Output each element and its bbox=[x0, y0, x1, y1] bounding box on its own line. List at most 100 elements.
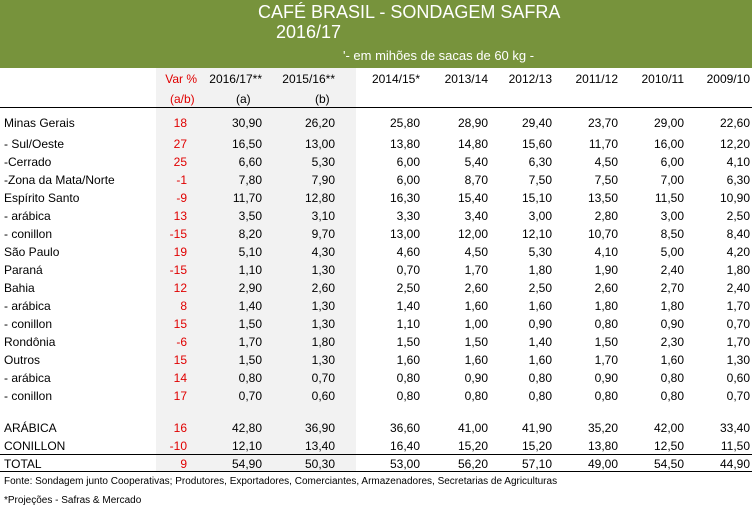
value-cell: 1,30 bbox=[311, 263, 335, 277]
table-row: ARÁBICA 16 42,80 36,90 36,60 41,00 41,90 35,20 4… bbox=[0, 419, 752, 437]
row-label: Espírito Santo bbox=[4, 191, 80, 205]
variation-cell: 12 bbox=[173, 281, 187, 295]
value-cell: 11,70 bbox=[232, 191, 262, 205]
value-cell: 5,30 bbox=[311, 155, 335, 169]
value-cell: 44,90 bbox=[719, 457, 750, 471]
value-cell: 1,80 bbox=[528, 263, 552, 277]
column-header: 2011/12 bbox=[575, 72, 619, 86]
column-header: 2012/13 bbox=[508, 72, 552, 86]
value-cell: 1,50 bbox=[238, 317, 262, 331]
table-row: Rondônia -6 1,70 1,80 1,50 1,50 1,40 1,50 2,30 1,… bbox=[0, 333, 752, 351]
value-cell: 8,70 bbox=[464, 173, 488, 187]
value-cell: 0,80 bbox=[594, 389, 618, 403]
value-cell: 42,00 bbox=[653, 421, 684, 435]
value-cell: 56,20 bbox=[457, 457, 488, 471]
value-cell: 15,40 bbox=[457, 191, 488, 205]
value-cell: 57,10 bbox=[521, 457, 552, 471]
value-cell: 2,80 bbox=[594, 209, 618, 223]
value-cell: 0,80 bbox=[660, 389, 684, 403]
total-top-rule bbox=[0, 454, 752, 455]
value-cell: 2,90 bbox=[238, 281, 262, 295]
value-cell: 2,60 bbox=[594, 281, 618, 295]
value-cell: 6,00 bbox=[396, 155, 420, 169]
value-cell: 1,50 bbox=[464, 335, 488, 349]
value-cell: 12,00 bbox=[457, 227, 488, 241]
variation-cell: -10 bbox=[169, 439, 187, 453]
value-cell: 0,70 bbox=[726, 317, 750, 331]
value-cell: 13,00 bbox=[389, 227, 420, 241]
value-cell: 16,40 bbox=[389, 439, 420, 453]
value-cell: 23,70 bbox=[587, 116, 618, 130]
value-cell: 12,10 bbox=[231, 439, 262, 453]
value-cell: 0,70 bbox=[396, 263, 420, 277]
table-row: - conillon 17 0,70 0,60 0,80 0,80 0,80 0,80 0,80… bbox=[0, 387, 752, 405]
value-cell: 3,00 bbox=[528, 209, 552, 223]
variation-cell: 13 bbox=[173, 209, 187, 223]
value-cell: 1,70 bbox=[238, 335, 262, 349]
value-cell: 35,20 bbox=[587, 421, 618, 435]
value-cell: 50,30 bbox=[304, 457, 335, 471]
value-cell: 1,60 bbox=[464, 353, 488, 367]
column-header: 2010/11 bbox=[641, 72, 685, 86]
value-cell: 7,80 bbox=[238, 173, 262, 187]
variation-cell: -6 bbox=[176, 335, 187, 349]
value-cell: 1,90 bbox=[594, 263, 618, 277]
value-cell: 12,20 bbox=[719, 137, 750, 151]
total-bottom-rule bbox=[0, 471, 752, 472]
value-cell: 0,80 bbox=[238, 371, 262, 385]
value-cell: 4,10 bbox=[726, 155, 750, 169]
value-cell: 1,30 bbox=[311, 353, 335, 367]
table-row: TOTAL 9 54,90 50,30 53,00 56,20 57,10 49,00 54,5… bbox=[0, 455, 752, 473]
variation-cell: -9 bbox=[176, 191, 187, 205]
value-cell: 1,40 bbox=[396, 299, 420, 313]
table-row: - Sul/Oeste 27 16,50 13,00 13,80 14,80 15,60 11… bbox=[0, 135, 752, 153]
value-cell: 12,50 bbox=[653, 439, 684, 453]
table-row: Espírito Santo -9 11,70 12,80 16,30 15,40 15,1… bbox=[0, 189, 752, 207]
value-cell: 13,50 bbox=[587, 191, 618, 205]
value-cell: 1,40 bbox=[238, 299, 262, 313]
value-cell: 10,90 bbox=[719, 191, 750, 205]
value-cell: 0,60 bbox=[311, 389, 335, 403]
table-row: Paraná -15 1,10 1,30 0,70 1,70 1,80 1,90 2,40 1,8… bbox=[0, 261, 752, 279]
value-cell: 7,00 bbox=[660, 173, 684, 187]
title-banner: CAFÉ BRASIL - SONDAGEM SAFRA 2016/17 '- … bbox=[0, 0, 752, 68]
value-cell: 4,60 bbox=[396, 245, 420, 259]
column-header: Var % bbox=[165, 72, 197, 86]
value-cell: 14,80 bbox=[457, 137, 488, 151]
value-cell: 0,70 bbox=[238, 389, 262, 403]
variation-cell: 15 bbox=[173, 317, 187, 331]
value-cell: 0,60 bbox=[726, 371, 750, 385]
value-cell: 3,40 bbox=[464, 209, 488, 223]
value-cell: 49,00 bbox=[587, 457, 618, 471]
subtitle: '- em mihões de sacas de 60 kg - bbox=[343, 48, 535, 63]
column-subheader: (b) bbox=[315, 92, 330, 106]
source-note: Fonte: Sondagem junto Cooperativas; Prod… bbox=[4, 476, 558, 487]
value-cell: 11,70 bbox=[588, 137, 618, 151]
table-row: -Cerrado 25 6,60 5,30 6,00 5,40 6,30 4,50 6,00 4,… bbox=[0, 153, 752, 171]
value-cell: 54,50 bbox=[653, 457, 684, 471]
table-row: - arábica 13 3,50 3,10 3,30 3,40 3,00 2,80 3,00 2… bbox=[0, 207, 752, 225]
value-cell: 1,80 bbox=[726, 263, 750, 277]
value-cell: 13,80 bbox=[389, 137, 420, 151]
value-cell: 0,80 bbox=[396, 371, 420, 385]
column-subheader: (a) bbox=[236, 92, 251, 106]
header-divider bbox=[0, 107, 752, 108]
value-cell: 2,30 bbox=[660, 335, 684, 349]
value-cell: 22,60 bbox=[719, 116, 750, 130]
value-cell: 13,80 bbox=[587, 439, 618, 453]
value-cell: 33,40 bbox=[719, 421, 750, 435]
title-line-2: 2016/17 bbox=[276, 22, 342, 42]
variation-cell: -15 bbox=[169, 263, 187, 277]
value-cell: 15,60 bbox=[521, 137, 552, 151]
variation-cell: -1 bbox=[176, 173, 187, 187]
value-cell: 0,90 bbox=[464, 371, 488, 385]
value-cell: 16,00 bbox=[653, 137, 684, 151]
variation-cell: 15 bbox=[173, 353, 187, 367]
row-label: - conillon bbox=[4, 227, 53, 241]
value-cell: 1,50 bbox=[594, 335, 618, 349]
table-row: - conillon 15 1,50 1,30 1,10 1,00 0,90 0,80 0,90… bbox=[0, 315, 752, 333]
variation-cell: 16 bbox=[173, 421, 187, 435]
column-subheader: (a/b) bbox=[170, 92, 195, 106]
value-cell: 53,00 bbox=[389, 457, 420, 471]
value-cell: 5,30 bbox=[528, 245, 552, 259]
